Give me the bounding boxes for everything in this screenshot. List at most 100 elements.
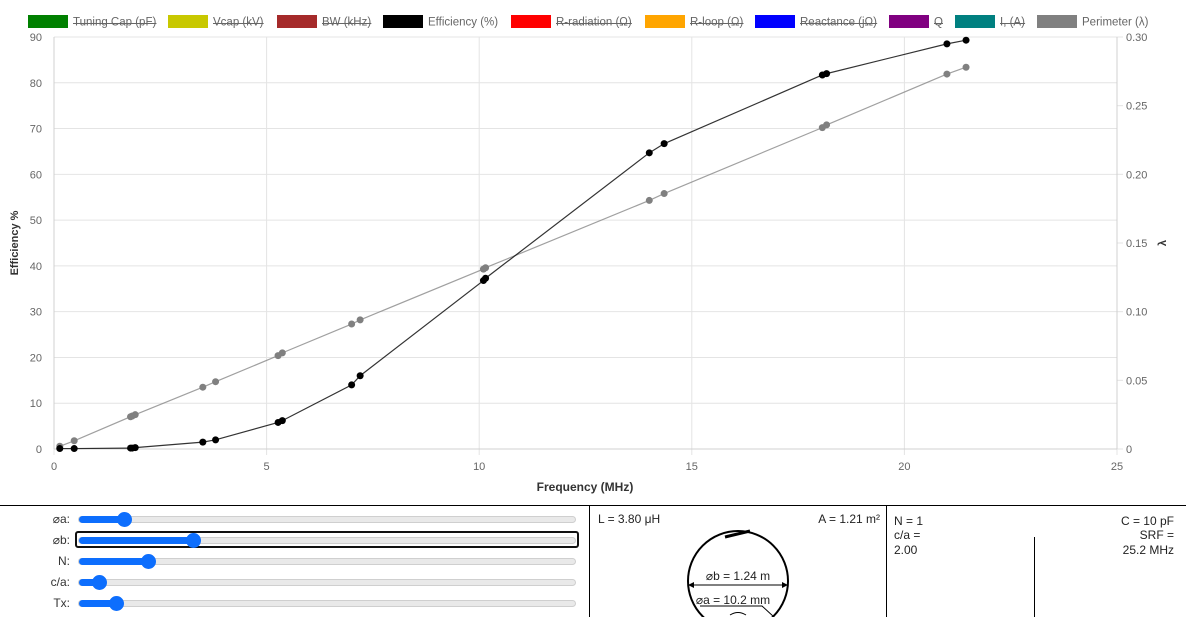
data-point xyxy=(278,349,286,357)
data-point xyxy=(131,411,139,419)
slider-fill xyxy=(79,579,99,586)
legend-item[interactable]: Efficiency (%) xyxy=(383,15,498,29)
legend-label: R-loop (Ω) xyxy=(690,17,743,29)
legend-item[interactable]: Perimeter (λ) xyxy=(1037,15,1149,29)
y-tick-label: 30 xyxy=(30,307,42,319)
series-efficiency xyxy=(56,36,970,453)
legend-item[interactable]: Vcap (kV) xyxy=(168,15,264,29)
data-point xyxy=(962,63,970,71)
legend-label: I, (A) xyxy=(1000,17,1025,29)
loop-diagram: ⌀b = 1.24 m ⌀a = 10.2 mm xyxy=(687,529,789,617)
y2-tick-label: 0 xyxy=(1126,444,1132,456)
legend-label: Q xyxy=(934,17,943,29)
legend-swatch xyxy=(755,15,795,28)
legend-item[interactable]: Q xyxy=(889,15,943,29)
legend-label: Reactance (jΩ) xyxy=(800,17,877,29)
legend-label: Tuning Cap (pF) xyxy=(73,17,156,29)
data-point xyxy=(356,372,364,380)
data-point xyxy=(356,316,364,324)
slider-row: ⌀b: xyxy=(0,530,590,550)
x-tick-label: 20 xyxy=(898,461,910,473)
legend-item[interactable]: Tuning Cap (pF) xyxy=(28,15,157,29)
y-tick-label: 40 xyxy=(30,261,42,273)
x-tick-label: 0 xyxy=(51,461,57,473)
y2-tick-label: 0.30 xyxy=(1126,32,1147,44)
slider-label: Tx: xyxy=(53,596,70,610)
legend-item[interactable]: BW (kHz) xyxy=(277,15,372,29)
data-point xyxy=(278,417,286,425)
y2-tick-label: 0.25 xyxy=(1126,101,1147,113)
legend-item[interactable]: Reactance (jΩ) xyxy=(755,15,878,29)
data-point xyxy=(70,437,78,445)
slider-track[interactable] xyxy=(78,512,576,527)
wire-diameter-label: ⌀a = 10.2 mm xyxy=(696,593,770,607)
slider-label: c/a: xyxy=(50,575,70,589)
slider-fill xyxy=(79,516,124,523)
turns-readout: N = 1 xyxy=(894,514,924,528)
series-perimeter xyxy=(56,63,970,450)
control-panel: ⌀a: ⌀b: N: c/a: Tx: L = 3.80 μH A = 1.21 m² … xyxy=(0,505,1186,617)
slider-track[interactable] xyxy=(78,554,576,569)
data-point xyxy=(56,445,64,453)
inductance-readout: L = 3.80 μH xyxy=(598,512,661,526)
slider-thumb[interactable] xyxy=(109,596,125,611)
panel-divider xyxy=(589,505,887,617)
series-line xyxy=(59,39,967,450)
x-tick-label: 25 xyxy=(1111,461,1123,473)
slider-label: N: xyxy=(58,554,70,568)
data-point xyxy=(348,381,356,389)
slider-fill xyxy=(79,600,117,607)
legend-swatch xyxy=(28,15,68,28)
slider-track[interactable] xyxy=(78,575,576,590)
y2-tick-label: 0.10 xyxy=(1126,307,1147,319)
legend-swatch xyxy=(511,15,551,28)
data-point xyxy=(212,378,220,386)
legend-swatch xyxy=(1037,15,1077,28)
x-tick-label: 15 xyxy=(686,461,698,473)
chart-series xyxy=(56,36,970,453)
data-point xyxy=(943,70,951,78)
data-point xyxy=(962,36,970,44)
data-point xyxy=(823,121,831,129)
slider-thumb[interactable] xyxy=(116,512,132,527)
slider-thumb[interactable] xyxy=(141,554,157,569)
y-axis-label: Efficiency % xyxy=(9,210,21,275)
slider-thumb[interactable] xyxy=(186,533,202,548)
y2-tick-label: 0.05 xyxy=(1126,375,1147,387)
data-point xyxy=(199,438,207,446)
y-tick-label: 90 xyxy=(30,32,42,44)
legend-swatch xyxy=(277,15,317,28)
slider-thumb[interactable] xyxy=(91,575,107,590)
x-axis-label: Frequency (MHz) xyxy=(537,480,634,494)
legend-label: Perimeter (λ) xyxy=(1082,17,1149,29)
srf-value: 25.2 MHz xyxy=(1122,543,1174,557)
legend-item[interactable]: R-loop (Ω) xyxy=(645,15,744,29)
data-point xyxy=(660,140,668,148)
y-tick-label: 0 xyxy=(36,444,42,456)
ca-label: c/a = xyxy=(894,528,921,542)
data-point xyxy=(660,190,668,198)
y-tick-label: 50 xyxy=(30,215,42,227)
legend-item[interactable]: R-radiation (Ω) xyxy=(511,15,632,29)
panel-divider xyxy=(1034,537,1035,617)
chart-ticks: 010203040506070809000.050.100.150.200.25… xyxy=(30,32,1148,473)
slider-row: Tx: xyxy=(0,593,590,613)
chart: Tuning Cap (pF) Vcap (kV) BW (kHz) Efficien… xyxy=(9,15,1169,494)
y2-tick-label: 0.15 xyxy=(1126,238,1147,250)
data-point xyxy=(482,274,490,282)
legend-label: Vcap (kV) xyxy=(213,17,264,29)
area-readout: A = 1.21 m² xyxy=(818,512,880,526)
legend-item[interactable]: I, (A) xyxy=(955,15,1026,29)
legend-swatch xyxy=(955,15,995,28)
srf-label: SRF = xyxy=(1139,528,1174,542)
slider-label: ⌀b: xyxy=(52,533,70,547)
panel-border xyxy=(0,505,1186,617)
y-tick-label: 10 xyxy=(30,398,42,410)
legend-label: Efficiency (%) xyxy=(428,17,498,29)
x-tick-label: 10 xyxy=(473,461,485,473)
legend-swatch xyxy=(168,15,208,28)
slider-focus-ring xyxy=(75,531,579,548)
data-point xyxy=(131,444,139,452)
slider-track[interactable] xyxy=(78,533,576,548)
slider-track[interactable] xyxy=(78,596,576,611)
